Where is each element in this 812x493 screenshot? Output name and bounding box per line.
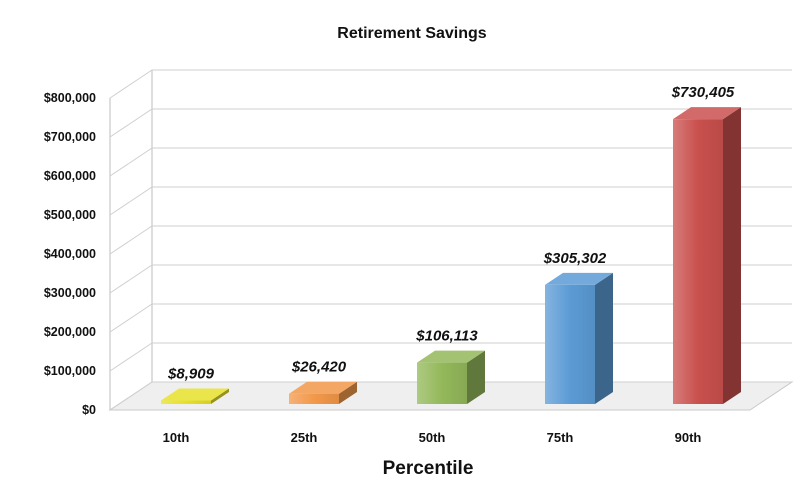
x-tick-label: 10th <box>163 430 190 445</box>
bar-top-face <box>673 107 741 120</box>
bar-front-face <box>417 362 467 404</box>
y-tick-label: $0 <box>82 403 96 417</box>
y-gridline <box>109 225 792 255</box>
bar-50th <box>417 350 485 404</box>
bar-top-face <box>417 350 485 363</box>
data-label: $305,302 <box>543 250 607 267</box>
data-label: $8,909 <box>167 366 215 383</box>
bar-top-face <box>545 272 613 285</box>
bar-10th <box>161 388 229 404</box>
bar-series <box>161 107 741 404</box>
data-label: $106,113 <box>415 328 478 345</box>
bar-25th <box>289 381 357 404</box>
y-tick-label: $600,000 <box>44 169 96 183</box>
data-labels: $8,909 $26,420 $106,113 $305,302 $730,405 <box>167 84 735 382</box>
bar-front-face <box>161 400 211 404</box>
y-gridline <box>109 264 792 294</box>
y-tick-label: $700,000 <box>44 130 96 144</box>
y-axis-tick-labels: $0 $100,000 $200,000 $300,000 $400,000 $500,0… <box>44 91 96 417</box>
x-tick-label: 75th <box>547 430 574 445</box>
x-axis-title: Percentile <box>383 458 474 479</box>
x-tick-label: 50th <box>419 430 446 445</box>
x-tick-label: 90th <box>675 430 702 445</box>
y-tick-label: $500,000 <box>44 208 96 222</box>
bar-75th <box>545 272 613 404</box>
bar-front-face <box>289 393 339 404</box>
bar-side-face <box>723 107 741 404</box>
y-tick-label: $200,000 <box>44 325 96 339</box>
y-tick-label: $400,000 <box>44 247 96 261</box>
y-tick-label: $800,000 <box>44 91 96 105</box>
bar-90th <box>673 107 741 404</box>
y-gridline <box>109 108 792 138</box>
y-tick-label: $100,000 <box>44 364 96 378</box>
bar-side-face <box>211 388 229 404</box>
y-gridline <box>109 147 792 177</box>
x-axis-tick-labels: 10th 25th 50th 75th 90th <box>163 430 702 445</box>
bar-side-face <box>467 350 485 404</box>
bar-side-face <box>595 272 613 404</box>
y-tick-label: $300,000 <box>44 286 96 300</box>
bar-top-face <box>161 388 229 401</box>
bar-top-face <box>289 381 357 394</box>
chart-title: Retirement Savings <box>337 25 486 42</box>
x-tick-label: 25th <box>291 430 318 445</box>
data-label: $26,420 <box>291 359 347 376</box>
bar-side-face <box>339 381 357 404</box>
y-gridline <box>109 69 792 99</box>
bar-front-face <box>545 284 595 404</box>
bar-front-face <box>673 119 723 404</box>
y-gridline <box>109 186 792 216</box>
data-label: $730,405 <box>671 84 735 101</box>
